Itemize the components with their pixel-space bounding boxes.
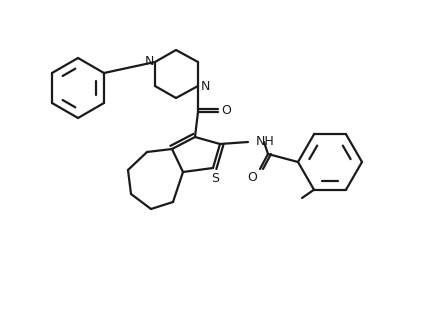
- Text: NH: NH: [256, 135, 275, 147]
- Text: O: O: [247, 171, 257, 184]
- Text: N: N: [144, 54, 153, 68]
- Text: S: S: [211, 172, 219, 185]
- Text: N: N: [200, 80, 210, 92]
- Text: O: O: [221, 103, 231, 117]
